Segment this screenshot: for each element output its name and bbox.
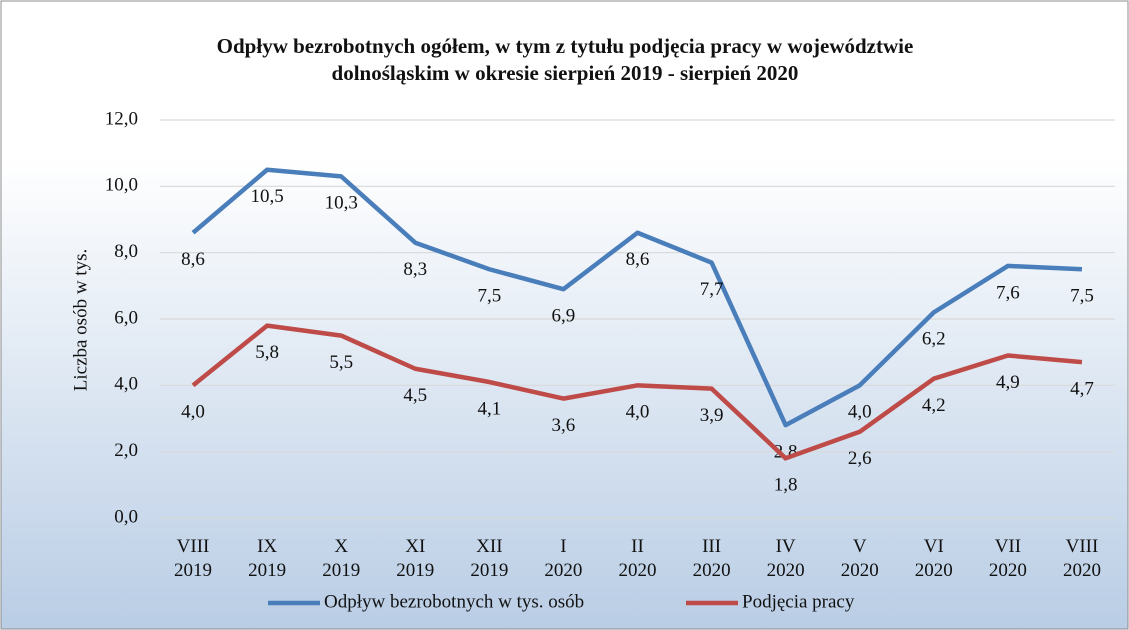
x-tick-label-line: IV: [776, 536, 796, 557]
data-label: 3,6: [552, 415, 576, 436]
x-tick-label-line: 2020: [619, 560, 657, 581]
x-tick-label-line: VII: [995, 536, 1021, 557]
data-label: 6,9: [552, 306, 576, 327]
x-tick-label-line: 2020: [693, 560, 731, 581]
data-label: 2,6: [848, 448, 872, 469]
x-tick-label: III 2020: [693, 536, 731, 581]
x-tick-label-line: XII: [476, 536, 502, 557]
x-tick-label-line: VIII: [177, 536, 210, 557]
y-tick-label: 2,0: [114, 440, 138, 461]
data-label: 4,1: [477, 398, 501, 419]
x-tick-label-line: 2020: [1063, 560, 1101, 581]
data-label: 8,6: [181, 249, 205, 270]
data-label: 7,6: [996, 282, 1020, 303]
data-label: 3,9: [700, 405, 724, 426]
data-label: 4,0: [626, 402, 650, 423]
x-tick-label-line: 2020: [915, 560, 953, 581]
x-tick-label-line: II: [631, 536, 644, 557]
data-label: 10,3: [325, 193, 358, 214]
x-tick-label-line: I: [560, 536, 566, 557]
data-label: 4,7: [1070, 378, 1094, 399]
x-tick-label-line: 2019: [470, 560, 508, 581]
x-tick-label: I 2020: [544, 536, 582, 581]
data-label: 8,6: [626, 249, 650, 270]
x-tick-label: VI 2020: [915, 536, 953, 581]
x-tick-label-line: 2019: [396, 560, 434, 581]
data-label: 1,8: [774, 475, 798, 496]
x-tick-label-line: VI: [924, 536, 944, 557]
x-tick-label: VII 2020: [989, 536, 1027, 581]
y-tick-label: 12,0: [105, 108, 138, 129]
data-label: 4,2: [922, 395, 946, 416]
y-tick-label: 0,0: [114, 506, 138, 527]
x-tick-label-line: IX: [257, 536, 277, 557]
x-tick-label-line: 2020: [544, 560, 582, 581]
x-tick-label-line: 2019: [322, 560, 360, 581]
x-tick-label-line: III: [702, 536, 721, 557]
x-tick-label-line: 2020: [989, 560, 1027, 581]
x-tick-label-line: 2020: [841, 560, 879, 581]
legend-label: Podjęcia pracy: [742, 591, 855, 612]
data-label: 10,5: [250, 186, 283, 207]
x-tick-label: XI 2019: [396, 536, 434, 581]
x-tick-label: IV 2020: [767, 536, 805, 581]
x-tick-label: V 2020: [841, 536, 879, 581]
data-label: 6,2: [922, 329, 946, 350]
x-tick-label-line: XI: [405, 536, 425, 557]
x-tick-label: IX 2019: [248, 536, 286, 581]
x-tick-label: VIII 2019: [174, 536, 212, 581]
y-tick-label: 10,0: [105, 175, 138, 196]
x-tick-label-line: VIII: [1066, 536, 1099, 557]
data-label: 5,5: [329, 352, 353, 373]
y-axis-title: Liczba osób w tys.: [70, 249, 91, 391]
legend-label: Odpływ bezrobotnych w tys. osób: [324, 591, 584, 612]
chart-title: dolnośląskim w okresie sierpień 2019 - s…: [332, 61, 799, 85]
data-label: 7,7: [700, 279, 724, 300]
x-tick-label: X 2019: [322, 536, 360, 581]
data-label: 8,3: [403, 259, 427, 280]
y-tick-label: 6,0: [114, 307, 138, 328]
data-label: 7,5: [1070, 286, 1094, 307]
series-line: [191, 323, 1083, 461]
x-tick-label-line: 2019: [174, 560, 212, 581]
x-tick-label: II 2020: [619, 536, 657, 581]
chart-title: Odpływ bezrobotnych ogółem, w tym z tytu…: [217, 34, 914, 58]
data-label: 7,5: [477, 286, 501, 307]
data-label: 4,5: [403, 385, 427, 406]
x-tick-label-line: 2019: [248, 560, 286, 581]
x-tick-label-line: X: [334, 536, 348, 557]
series-line: [191, 167, 1083, 428]
x-tick-label: VIII 2020: [1063, 536, 1101, 581]
x-tick-label: XII 2019: [470, 536, 508, 581]
data-label: 5,8: [255, 342, 279, 363]
y-tick-label: 8,0: [114, 241, 138, 262]
data-label: 4,0: [848, 402, 872, 423]
x-tick-label-line: V: [853, 536, 867, 557]
data-label: 4,0: [181, 402, 205, 423]
x-tick-label-line: 2020: [767, 560, 805, 581]
y-tick-label: 4,0: [114, 374, 138, 395]
data-label: 4,9: [996, 372, 1020, 393]
